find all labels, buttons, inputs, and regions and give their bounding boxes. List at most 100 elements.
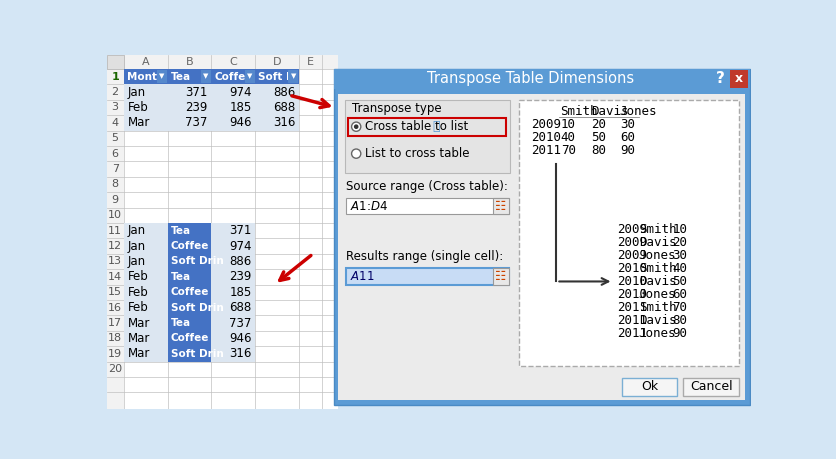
Text: 2010: 2010 xyxy=(616,275,646,288)
Text: Soft D: Soft D xyxy=(258,72,294,82)
Text: 11: 11 xyxy=(108,226,122,235)
Text: Jan: Jan xyxy=(127,224,145,237)
Text: Coffee: Coffee xyxy=(214,72,252,82)
Bar xyxy=(167,84,212,100)
Text: 5: 5 xyxy=(111,133,119,143)
Text: Mar: Mar xyxy=(127,317,150,330)
Text: Jones: Jones xyxy=(638,249,675,262)
Text: 886: 886 xyxy=(229,255,251,268)
Text: ▼: ▼ xyxy=(203,73,208,80)
Text: ▼: ▼ xyxy=(291,73,296,80)
Text: 30: 30 xyxy=(671,249,686,262)
Text: 2009: 2009 xyxy=(616,235,646,249)
Text: A: A xyxy=(141,57,150,67)
Text: 7: 7 xyxy=(111,164,119,174)
Text: E: E xyxy=(307,57,314,67)
Bar xyxy=(212,84,255,100)
Text: 40: 40 xyxy=(671,262,686,275)
Text: Cancel: Cancel xyxy=(689,381,732,393)
Text: Feb: Feb xyxy=(127,270,148,283)
Text: 737: 737 xyxy=(229,317,251,330)
Text: 10: 10 xyxy=(560,118,575,131)
Text: D: D xyxy=(273,57,281,67)
Text: 9: 9 xyxy=(111,195,119,205)
Bar xyxy=(167,254,212,269)
Circle shape xyxy=(354,124,358,129)
Text: Ok: Ok xyxy=(640,381,657,393)
Bar xyxy=(167,346,212,362)
Bar xyxy=(124,254,167,269)
Bar xyxy=(124,300,167,315)
Bar xyxy=(212,238,255,254)
Text: 20: 20 xyxy=(591,118,606,131)
Text: Davis: Davis xyxy=(638,235,675,249)
Text: 10: 10 xyxy=(108,210,122,220)
Bar xyxy=(124,223,167,238)
Bar xyxy=(124,346,167,362)
Text: 737: 737 xyxy=(185,116,207,129)
Circle shape xyxy=(351,122,360,131)
Text: Source range (Cross table):: Source range (Cross table): xyxy=(346,180,507,193)
Bar xyxy=(201,71,211,83)
Text: 974: 974 xyxy=(229,85,251,99)
Text: 974: 974 xyxy=(229,240,251,252)
Text: 2009: 2009 xyxy=(530,118,560,131)
Text: Soft Drin: Soft Drin xyxy=(171,257,223,266)
Text: 40: 40 xyxy=(560,131,575,144)
Text: Mar: Mar xyxy=(127,116,150,129)
Bar xyxy=(167,238,212,254)
Bar xyxy=(212,69,255,84)
Text: Jan: Jan xyxy=(127,85,145,99)
Text: 316: 316 xyxy=(273,116,295,129)
Circle shape xyxy=(351,149,360,158)
Text: 14: 14 xyxy=(108,272,122,282)
Text: Jones: Jones xyxy=(638,327,675,340)
Text: 70: 70 xyxy=(671,301,686,314)
Bar xyxy=(346,197,508,214)
Text: 8: 8 xyxy=(111,179,119,190)
Bar xyxy=(212,331,255,346)
Text: Jones: Jones xyxy=(619,105,656,118)
Bar xyxy=(621,378,676,396)
Text: 2009: 2009 xyxy=(616,249,646,262)
Text: 70: 70 xyxy=(560,144,575,157)
Bar xyxy=(167,331,212,346)
Bar xyxy=(348,118,506,136)
Text: 2011: 2011 xyxy=(616,314,646,327)
Text: B: B xyxy=(186,57,193,67)
Bar xyxy=(683,378,738,396)
Text: Feb: Feb xyxy=(127,101,148,114)
Bar xyxy=(255,100,298,115)
Bar xyxy=(106,55,124,69)
Bar xyxy=(492,197,508,214)
Text: 688: 688 xyxy=(229,301,251,314)
Bar xyxy=(255,84,298,100)
Text: 20: 20 xyxy=(108,364,122,374)
Text: 16: 16 xyxy=(108,302,122,313)
Bar xyxy=(344,100,510,173)
Text: 90: 90 xyxy=(619,144,635,157)
Bar xyxy=(334,69,749,89)
Bar xyxy=(244,71,254,83)
Bar xyxy=(167,115,212,130)
Bar xyxy=(212,300,255,315)
Text: 20: 20 xyxy=(671,235,686,249)
Text: Davis: Davis xyxy=(638,275,675,288)
Text: 2011: 2011 xyxy=(530,144,560,157)
Text: Tea: Tea xyxy=(171,226,191,235)
Text: Jones: Jones xyxy=(638,288,675,301)
Text: Feb: Feb xyxy=(127,286,148,299)
Bar xyxy=(124,69,167,84)
Text: Coffee: Coffee xyxy=(171,241,209,251)
Text: Transpose Table Dimensions: Transpose Table Dimensions xyxy=(426,72,633,86)
Text: Coffee: Coffee xyxy=(171,333,209,343)
Bar xyxy=(106,55,337,409)
Text: 18: 18 xyxy=(108,333,122,343)
Text: Mar: Mar xyxy=(127,332,150,345)
Bar xyxy=(212,269,255,285)
Bar xyxy=(167,300,212,315)
Text: 886: 886 xyxy=(273,85,295,99)
Bar xyxy=(124,315,167,331)
Text: ☷: ☷ xyxy=(495,269,506,283)
Text: 316: 316 xyxy=(229,347,251,360)
